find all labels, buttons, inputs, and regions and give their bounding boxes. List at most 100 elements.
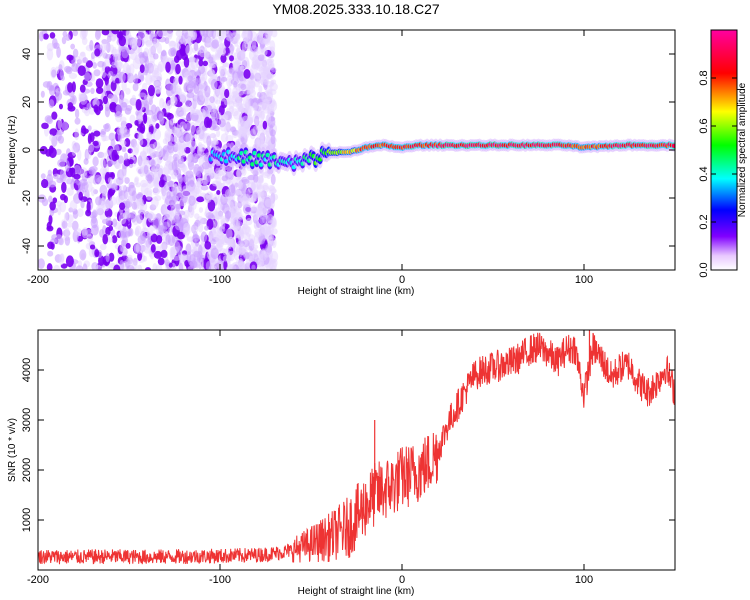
spectrogram-noise-blob	[145, 73, 153, 86]
spectrogram-noise-blob	[164, 259, 170, 267]
spectrogram-noise-blob	[204, 50, 210, 58]
spectrogram-noise-blob	[203, 116, 211, 129]
spectrogram-noise-blob	[133, 73, 139, 85]
spectrogram-noise-blob	[270, 67, 277, 73]
spectrogram-noise-blob	[68, 72, 78, 79]
spectrogram-noise-blob	[73, 173, 81, 180]
spectrogram-noise-blob	[143, 95, 148, 107]
spectrogram-noise-blob	[165, 83, 174, 92]
spectrogram-noise-blob	[266, 111, 272, 124]
spectrogram-noise-blob	[224, 123, 230, 136]
spectrogram-noise-blob	[197, 47, 206, 54]
spectrogram-noise-blob	[189, 179, 195, 188]
spectrogram-noise-blob	[90, 186, 96, 197]
spectrogram-noise-blob	[174, 203, 182, 209]
spectrogram-noise-blob	[247, 116, 253, 125]
spectrogram-noise-blob	[136, 198, 145, 210]
spectrogram-noise-blob	[264, 252, 270, 258]
snr-frame	[37, 329, 676, 571]
spectrogram-noise-blob	[139, 57, 145, 63]
spectrogram-noise-blob	[257, 77, 262, 84]
spectrogram-noise-blob	[259, 71, 267, 79]
spectrogram-noise-blob	[102, 203, 110, 212]
spectrogram-noise-blob	[243, 252, 250, 260]
spectrogram-noise-blob	[266, 58, 275, 64]
spectrogram-noise-blob	[100, 128, 107, 135]
spectrogram-noise-blob	[271, 30, 278, 38]
spectrogram-noise-blob	[117, 155, 124, 164]
spectrogram-noise-blob	[189, 260, 198, 269]
spectrogram-noise-blob	[172, 81, 178, 93]
spectrogram-noise-blob	[146, 230, 154, 236]
spectrogram-noise-blob	[105, 253, 110, 263]
spectrogram-noise-blob	[126, 254, 133, 260]
spectrogram-noise-blob	[48, 99, 55, 109]
spectrogram-noise-blob	[156, 109, 164, 121]
spectrogram-noise-blob	[232, 212, 239, 219]
spectrogram-noise-blob	[57, 204, 62, 216]
spectrogram-noise-blob	[135, 242, 144, 254]
spectrogram-noise-blob	[269, 260, 277, 270]
spectrogram-noise-blob	[225, 210, 232, 219]
spectrogram-noise-blob	[139, 123, 146, 134]
spectrogram-noise-blob	[121, 80, 127, 92]
spectrogram-noise-blob	[252, 174, 259, 183]
spectrogram-noise-blob	[106, 35, 112, 43]
spectrogram-noise-blob	[48, 180, 57, 188]
spectrogram-noise-blob	[46, 263, 53, 270]
spectrogram-noise-blob	[142, 217, 147, 230]
spectrogram-noise-blob	[267, 240, 276, 247]
spectrogram-noise-blob	[117, 132, 122, 143]
spectrogram-noise-blob	[153, 87, 162, 95]
spectrogram-noise-blob	[187, 75, 193, 82]
spectrogram-noise-blob	[179, 111, 187, 117]
spectrogram-noise-blob	[89, 244, 96, 250]
spectrogram-noise-blob	[105, 226, 111, 236]
snr-ytick-label: 1000	[21, 508, 33, 532]
spectrogram-noise-blob	[212, 106, 217, 114]
spectrogram-noise-blob	[193, 42, 199, 52]
spectrogram-noise-blob	[216, 129, 221, 138]
spectrogram-noise-blob	[91, 168, 97, 176]
spectrogram-noise-blob	[90, 87, 95, 95]
spectrogram-noise-blob	[155, 122, 160, 129]
spectrogram-noise-blob	[241, 178, 250, 184]
spectrogram-noise-blob	[187, 80, 196, 89]
spectrogram-noise-blob	[209, 96, 215, 104]
spectrogram-noise-blob	[249, 45, 258, 53]
spectrogram-noise-blob	[229, 55, 235, 62]
spectrogram-noise-blob	[153, 79, 162, 88]
spectrogram-noise-blob	[194, 213, 200, 220]
spectrogram-noise-blob	[218, 65, 226, 75]
spectrogram-noise-blob	[204, 225, 209, 231]
spectrogram-noise-blob	[71, 81, 76, 93]
spectrogram-noise-blob	[94, 30, 101, 41]
spectrogram-noise-blob	[189, 146, 195, 154]
spectrogram-noise-blob	[121, 146, 127, 153]
spectrogram-noise-blob	[111, 184, 118, 191]
spectrogram-ytick-label: -20	[21, 190, 33, 206]
spectrogram-noise-blob	[126, 265, 135, 270]
spectrogram-noise-blob	[64, 160, 70, 172]
spectrogram-noise-blob	[137, 251, 143, 261]
spectrogram-noise-blob	[179, 121, 187, 132]
spectrogram-noise-blob	[178, 210, 186, 216]
spectrogram-noise-blob	[134, 120, 139, 126]
spectrogram-noise-blob	[232, 90, 239, 100]
spectrogram-noise-blob	[235, 219, 240, 231]
spectrogram-noise-blob	[176, 245, 183, 256]
spectrogram-noise-blob	[243, 69, 251, 79]
spectrogram-noise-blob	[82, 57, 88, 64]
spectrogram-noise-blob	[221, 220, 226, 230]
spectrogram-noise-blob	[183, 56, 190, 68]
spectrogram-noise-blob	[104, 122, 111, 133]
spectrogram-noise-blob	[181, 188, 190, 198]
spectrogram-noise-blob	[127, 195, 134, 203]
spectrogram-noise-blob	[225, 228, 233, 240]
spectrogram-noise-blob	[64, 236, 71, 246]
spectrogram-noise-blob	[160, 50, 167, 57]
spectrogram-noise-blob	[125, 30, 130, 38]
spectrogram-noise-blob	[111, 235, 118, 244]
spectrogram-noise-blob	[119, 126, 127, 134]
